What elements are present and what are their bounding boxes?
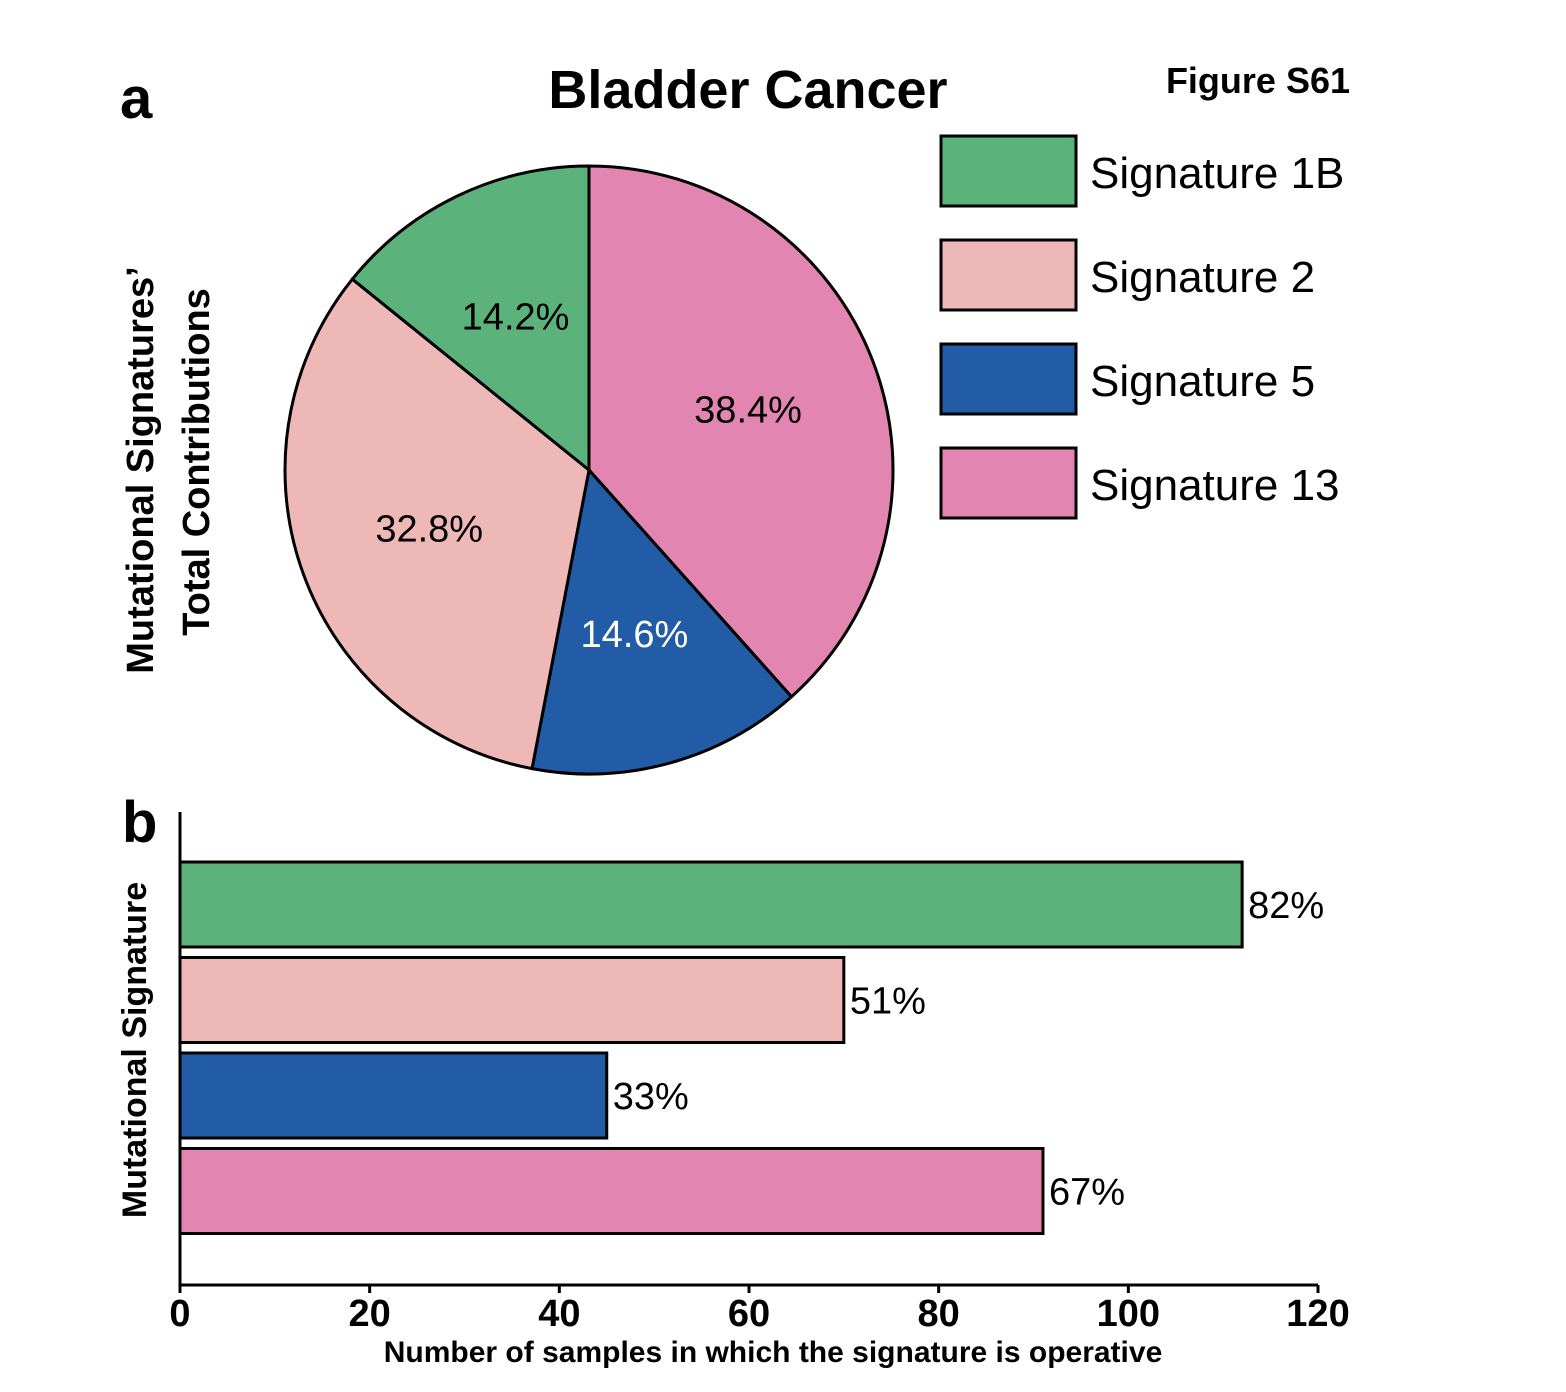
legend-label-signature-1b: Signature 1B bbox=[1090, 149, 1344, 198]
x-tick-label-20: 20 bbox=[349, 1293, 391, 1335]
bar-signature-5 bbox=[178, 1051, 609, 1140]
bar-data-label-signature-1b: 82% bbox=[1248, 885, 1324, 927]
bar-data-label-signature-2: 51% bbox=[850, 981, 926, 1023]
bar-chart: 82% 51% 33% 67% bbox=[178, 860, 1324, 1235]
x-tick-label-120: 120 bbox=[1286, 1293, 1349, 1335]
legend-swatch-signature-1b bbox=[939, 134, 1078, 208]
pie-label-signature-5: 14.6% bbox=[581, 614, 689, 656]
legend: Signature 1B Signature 2 Signature 5 Signat… bbox=[939, 134, 1344, 520]
x-axis-ticks: 0 20 40 60 80 100 120 bbox=[169, 1285, 1350, 1335]
bar-xlabel: Number of samples in which the signature… bbox=[384, 1336, 1163, 1369]
pie-ylabel-line1: Mutational Signatures’ bbox=[120, 266, 162, 673]
legend-label-signature-5: Signature 5 bbox=[1090, 357, 1315, 406]
x-tick-label-80: 80 bbox=[918, 1293, 960, 1335]
bar-signature-13 bbox=[178, 1147, 1045, 1235]
legend-swatch-signature-5 bbox=[939, 342, 1078, 416]
pie-label-signature-13: 38.4% bbox=[694, 389, 802, 431]
pie-slice-signature-13 bbox=[587, 164, 895, 699]
chart-title: Bladder Cancer bbox=[548, 60, 947, 120]
legend-swatch-signature-2 bbox=[939, 238, 1078, 312]
legend-swatch-signature-13 bbox=[939, 446, 1078, 520]
pie-label-signature-2: 32.8% bbox=[375, 509, 483, 551]
pie-chart: 38.4% 14.6% 32.8% 14.2% bbox=[283, 164, 895, 776]
panel-b-label: b bbox=[122, 790, 157, 855]
x-tick-label-0: 0 bbox=[169, 1293, 190, 1335]
figure-label: Figure S61 bbox=[1166, 60, 1350, 101]
bar-signature-1b bbox=[178, 860, 1244, 949]
legend-label-signature-2: Signature 2 bbox=[1090, 253, 1315, 302]
pie-slice-signature-1b bbox=[350, 164, 591, 474]
x-tick-label-40: 40 bbox=[538, 1293, 580, 1335]
bar-signature-2 bbox=[178, 956, 846, 1044]
panel-a-label: a bbox=[120, 66, 153, 131]
bar-data-label-signature-13: 67% bbox=[1049, 1172, 1125, 1214]
x-tick-label-100: 100 bbox=[1097, 1293, 1160, 1335]
pie-slice-signature-2 bbox=[283, 277, 591, 771]
bar-ylabel: Mutational Signature bbox=[116, 882, 154, 1218]
pie-slice-signature-5 bbox=[530, 466, 794, 776]
legend-label-signature-13: Signature 13 bbox=[1090, 461, 1340, 510]
pie-label-signature-1b: 14.2% bbox=[462, 296, 570, 338]
x-tick-label-60: 60 bbox=[728, 1293, 770, 1335]
pie-ylabel-line2: Total Contributions bbox=[176, 288, 218, 636]
bar-data-label-signature-5: 33% bbox=[613, 1076, 689, 1118]
